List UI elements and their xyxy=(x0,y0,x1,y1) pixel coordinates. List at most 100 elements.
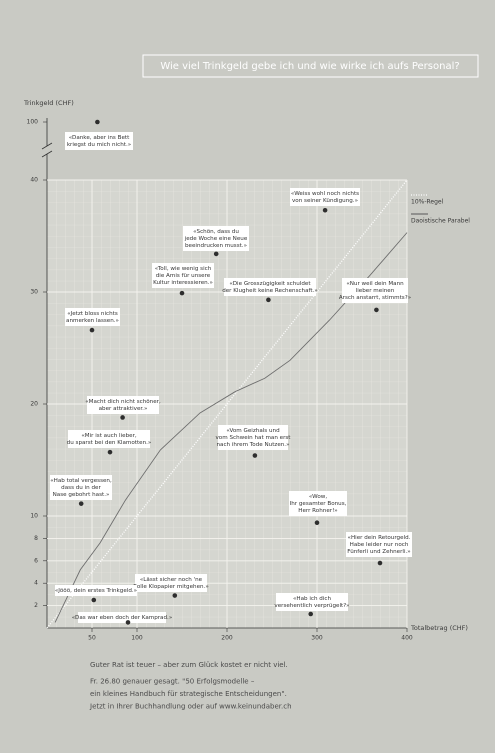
series-line xyxy=(54,232,408,623)
footer-line: ein kleines Handbuch für strategische En… xyxy=(90,690,287,698)
annotation-text: «Das war eben doch der Kamprad.» xyxy=(72,615,173,621)
y-tick-label: 6 xyxy=(34,557,38,564)
annotation-text: «Schön, dass du xyxy=(193,229,239,235)
point xyxy=(172,593,178,598)
annotation-text: lieber meinen xyxy=(356,288,395,294)
annotation-box xyxy=(276,593,348,611)
annotation-text: «Lässt sicher noch 'ne xyxy=(140,577,203,583)
x-tick-label: 200 xyxy=(221,635,233,642)
point xyxy=(107,449,113,455)
y-axis-label: Trinkgeld (CHF) xyxy=(23,99,74,107)
annotation-text: dass du in der xyxy=(61,485,101,491)
annotation-box xyxy=(290,188,360,206)
annotation-box xyxy=(152,263,214,288)
point xyxy=(322,207,328,213)
annotation-text: jede Woche eine Neue xyxy=(184,236,248,242)
point xyxy=(91,597,97,603)
y-tick-label: 100 xyxy=(27,119,39,126)
annotation-text: «Macht dich nicht schöner, xyxy=(85,399,161,405)
footer-line: Jetzt in Ihrer Buchhandlung oder auf www… xyxy=(89,703,292,711)
annotation-text: «Hab ich dich xyxy=(293,596,332,602)
annotation-text: «Jetzt bloss nichts xyxy=(67,311,118,317)
annotation-text: beeindrucken musst.» xyxy=(185,243,247,249)
annotation-box xyxy=(68,430,150,448)
annotation-text: Herr Rohner!» xyxy=(298,508,337,514)
annotation-text: Habe leider nur noch xyxy=(350,542,409,548)
annotation-text: vom Schwein hat man erst xyxy=(215,435,291,441)
annotation-text: «Vom Geizhals und xyxy=(226,428,280,434)
annotation-text: aber attraktiver.» xyxy=(99,406,148,412)
x-tick-label: 50 xyxy=(88,635,96,642)
x-tick-label: 300 xyxy=(311,635,323,642)
annotation-box xyxy=(78,612,166,623)
annotation-text: kriegst du mich nicht.» xyxy=(67,142,131,148)
annotation-box xyxy=(135,574,207,592)
point xyxy=(125,620,131,625)
y-tick-label: 40 xyxy=(30,177,38,184)
point xyxy=(377,560,383,566)
annotation-box xyxy=(50,475,112,500)
annotation-text: Kultur interessieren.» xyxy=(153,280,213,286)
annotation-text: Arsch anstarrt, stimmts?» xyxy=(339,295,411,301)
annotation-text: du sparst bei den Klamotten.» xyxy=(67,440,152,446)
annotation-text: der Klugheit keine Rechenschaft.» xyxy=(222,288,318,294)
x-tick-label: 100 xyxy=(131,635,143,642)
annotation-box xyxy=(289,491,347,516)
point xyxy=(89,327,95,333)
annotation-text: von seiner Kündigung.» xyxy=(292,198,358,204)
point xyxy=(213,251,219,257)
legend-label: Daoistische Parabel xyxy=(411,218,470,225)
y-tick-label: 20 xyxy=(30,401,38,408)
annotation-box xyxy=(183,226,249,251)
annotation-text: «Hab total vergessen, xyxy=(50,478,112,484)
annotation-text: Fünferli und Zehnerli.» xyxy=(347,549,410,555)
annotation-box xyxy=(65,308,120,326)
x-tick-label: 400 xyxy=(401,635,413,642)
chart-title: Wie viel Trinkgeld gebe ich und wie wirk… xyxy=(160,61,459,72)
footer-line: Fr. 26.80 genauer gesagt. "50 Erfolgsmod… xyxy=(90,678,255,686)
y-tick-label: 8 xyxy=(34,535,38,542)
point xyxy=(314,520,320,526)
annotation-text: «Nur weil dein Mann xyxy=(346,281,404,287)
y-tick-label: 10 xyxy=(30,513,38,520)
annotation-text: «Wow, xyxy=(309,494,328,500)
footer-line: Guter Rat ist teuer – aber zum Glück kos… xyxy=(90,661,288,669)
point xyxy=(308,611,314,617)
point xyxy=(95,119,100,125)
annotation-box xyxy=(346,532,412,557)
point xyxy=(120,415,125,420)
point xyxy=(78,501,84,506)
annotation-box xyxy=(224,278,316,296)
y-tick-label: 4 xyxy=(34,580,38,587)
point xyxy=(374,307,379,313)
series-line xyxy=(46,179,408,629)
annotation-text: anmerken lassen.» xyxy=(66,318,119,324)
annotation-text: «Mir ist auch lieber, xyxy=(81,433,137,439)
annotation-box xyxy=(342,278,408,303)
point xyxy=(252,453,258,458)
annotation-box xyxy=(87,396,159,414)
annotation-text: Nase gebohrt hast.» xyxy=(53,492,110,498)
annotation-box xyxy=(55,585,137,596)
point xyxy=(266,297,271,303)
legend-label: 10%-Regel xyxy=(411,199,444,206)
annotation-text: nach ihrem Tode Nutzen.» xyxy=(216,442,289,448)
annotation-text: «Danke, aber ins Bett xyxy=(69,135,130,141)
annotation-text: «Jööö, dein erstes Trinkgeld.» xyxy=(55,588,137,594)
y-tick-label: 30 xyxy=(30,289,38,296)
annotation-text: die Amis für unsere xyxy=(156,273,211,279)
annotation-box xyxy=(65,132,133,150)
y-tick-label: 2 xyxy=(34,602,38,609)
point xyxy=(179,290,185,296)
x-axis-label: Totalbetrag (CHF) xyxy=(410,624,468,632)
annotation-text: Rolle Klopapier mitgehen.» xyxy=(133,584,209,590)
annotation-text: «Die Grosszügigkeit schuldet xyxy=(229,281,311,287)
title-box xyxy=(142,54,479,78)
annotation-text: «Toll, wie wenig sich xyxy=(155,266,212,272)
axis-break xyxy=(41,142,53,158)
annotation-text: versehentlich verprügelt?» xyxy=(274,603,349,609)
annotation-box xyxy=(218,425,288,450)
annotation-text: «Weiss wohl noch nichts xyxy=(291,191,359,197)
annotation-text: «Hier dein Retourgeld. xyxy=(348,535,411,541)
